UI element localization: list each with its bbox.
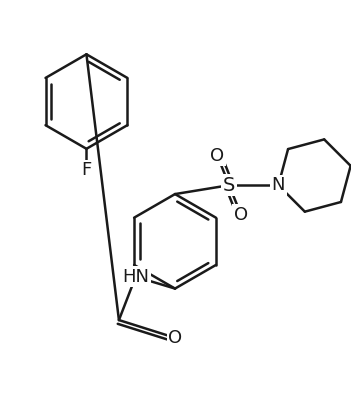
Text: S: S: [223, 176, 235, 195]
Text: F: F: [81, 162, 92, 179]
Text: HN: HN: [122, 268, 149, 286]
Text: O: O: [168, 329, 182, 347]
Text: O: O: [234, 206, 248, 224]
Text: O: O: [210, 146, 224, 165]
Text: N: N: [272, 176, 285, 194]
